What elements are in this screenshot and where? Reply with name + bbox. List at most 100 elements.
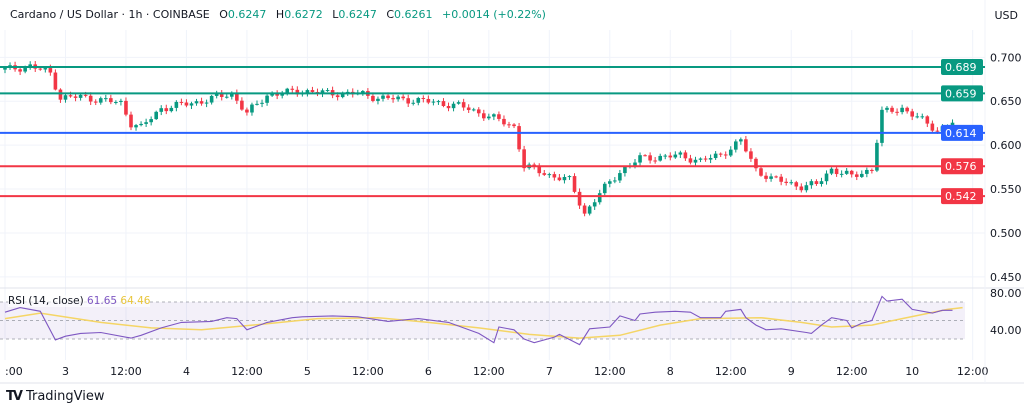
level-price-label: 0.614 (945, 127, 977, 140)
candle-body (461, 102, 466, 108)
candle-body (638, 155, 642, 163)
candle-body (517, 126, 521, 150)
candle-body (406, 98, 410, 104)
candle-body (865, 169, 869, 174)
candle-body (653, 160, 657, 162)
candle-body (602, 183, 607, 194)
rsi-tick-label: 40.00 (990, 324, 1022, 337)
candle-body (693, 159, 698, 163)
candle-body (129, 114, 133, 128)
candle-body (255, 103, 259, 105)
candle-body (522, 149, 526, 169)
candle-body (235, 92, 239, 101)
candle-body (759, 168, 763, 176)
rsi-ma-value: 64.46 (120, 295, 151, 307)
time-tick-label: 7 (546, 365, 553, 378)
candle-body (930, 123, 935, 131)
level-price-tag (941, 59, 983, 75)
candle-body (421, 97, 426, 99)
candle-body (794, 182, 799, 187)
candle-body (411, 102, 416, 104)
time-tick-label: 6 (425, 365, 432, 378)
candle-body (613, 180, 617, 182)
candle-body (416, 97, 421, 103)
time-tick-label: 12:00 (231, 365, 263, 378)
close-label: C (386, 8, 395, 21)
level-price-tag (941, 124, 983, 141)
price-tick-label: 0.700 (990, 51, 1022, 64)
tradingview-brand[interactable]: 𝗧𝗩 TradingView (6, 389, 104, 404)
candle-body (154, 111, 158, 120)
candle-body (708, 158, 713, 160)
candle-body (718, 153, 723, 155)
candle-body (784, 181, 788, 183)
candle-body (658, 155, 662, 161)
candle-body (219, 93, 224, 97)
candle-body (451, 103, 456, 109)
candle-body (386, 95, 390, 99)
candle-body (698, 158, 703, 160)
candle-body (134, 125, 138, 128)
candle-body (285, 88, 290, 94)
candle-body (567, 176, 572, 178)
candle-body (673, 154, 678, 158)
time-tick-label: 12:00 (836, 365, 868, 378)
time-tick-label: 9 (788, 365, 795, 378)
candle-body (189, 103, 194, 106)
candle-body (240, 100, 244, 110)
candle-body (320, 90, 325, 94)
candle-body (557, 177, 562, 181)
candle-body (58, 89, 63, 100)
rsi-line (4, 295, 953, 346)
candle-body (396, 96, 400, 100)
candle-body (164, 108, 169, 112)
candle-body (381, 95, 385, 99)
candle-body (885, 107, 889, 110)
candle-body (829, 168, 834, 174)
candle-body (643, 155, 647, 157)
candle-body (572, 176, 577, 192)
candle-body (184, 102, 189, 106)
candle-body (93, 101, 98, 103)
time-tick-label: 3 (62, 365, 69, 378)
candle-body (275, 93, 279, 96)
candle-body (678, 152, 683, 155)
currency-label[interactable]: USD (994, 9, 1018, 22)
candle-body (739, 139, 743, 142)
candle-body (668, 155, 673, 158)
level-price-label: 0.576 (945, 160, 977, 173)
candle-body (194, 101, 199, 104)
time-tick-label: :00 (5, 365, 23, 378)
candle-body (441, 101, 446, 107)
rsi-ma-line (4, 306, 963, 339)
candle-body (492, 114, 496, 117)
candle-body (174, 101, 179, 108)
candle-body (361, 91, 365, 93)
candle-body (723, 154, 728, 156)
candle-body (890, 107, 894, 112)
candle-body (139, 123, 143, 126)
candle-body (144, 122, 148, 124)
candle-body (809, 181, 814, 186)
candle-body (78, 94, 83, 98)
candle-body (340, 92, 345, 98)
candle-body (905, 107, 909, 112)
candle-body (633, 162, 637, 166)
level-price-tag (941, 85, 983, 102)
candle-body (431, 101, 436, 103)
candle-body (870, 169, 874, 171)
brand-name: TradingView (25, 389, 105, 404)
candle-body (159, 108, 164, 112)
candle-body (325, 90, 330, 92)
price-tick-label: 0.500 (990, 227, 1022, 240)
candle-body (860, 173, 864, 177)
candle-body (295, 89, 300, 95)
candle-body (618, 173, 622, 181)
candle-body (179, 101, 184, 103)
candle-body (608, 181, 612, 184)
candle-body (73, 96, 78, 98)
candle-body (114, 101, 118, 103)
candle-body (507, 124, 511, 126)
candle-body (749, 151, 753, 159)
